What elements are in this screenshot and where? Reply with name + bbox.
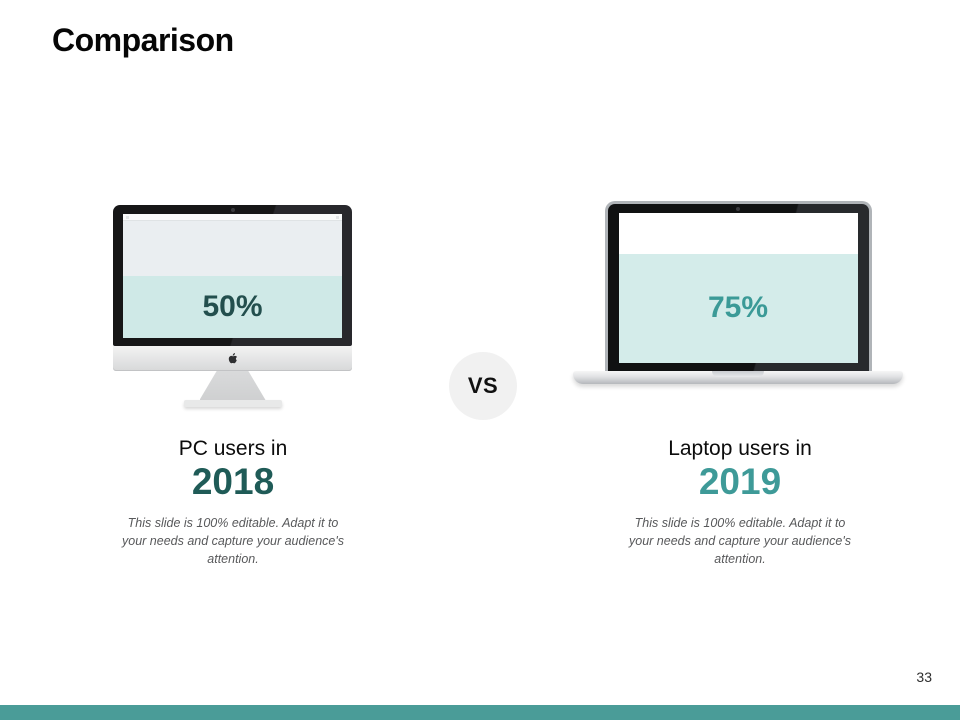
slide-title: Comparison — [52, 22, 234, 58]
page-number: 33 — [916, 669, 932, 685]
laptop-percent-label: 75% — [707, 291, 769, 325]
footer-accent-bar — [0, 705, 960, 720]
laptop-screen: 75% — [618, 213, 858, 363]
pc-usage-fill: 50% — [123, 276, 342, 338]
laptop-caption-year: 2019 — [698, 461, 782, 502]
monitor-stand-base — [183, 400, 282, 407]
monitor-chin — [113, 346, 352, 371]
camera-dot-icon — [736, 207, 740, 211]
pc-caption-year: 2018 — [191, 461, 275, 502]
apple-logo-icon — [228, 353, 237, 364]
monitor-screen-body: 50% — [123, 221, 342, 338]
laptop-caption-block: Laptop users in 2019 This slide is 100% … — [610, 437, 870, 568]
monitor-bezel: 50% — [113, 205, 352, 346]
vs-badge: VS — [449, 352, 517, 420]
laptop-caption-title: Laptop users in — [668, 437, 812, 460]
pc-caption-title: PC users in — [178, 437, 288, 460]
laptop-bezel: 75% — [604, 201, 872, 371]
laptop-illustration: 75% — [573, 201, 903, 384]
laptop-notch — [712, 371, 764, 377]
camera-dot-icon — [230, 208, 235, 212]
monitor-screen: 50% — [123, 214, 342, 338]
laptop-usage-fill: 75% — [618, 253, 858, 363]
pc-caption-block: PC users in 2018 This slide is 100% edit… — [103, 437, 363, 568]
monitor-stand-neck — [199, 371, 266, 400]
pc-percent-label: 50% — [202, 290, 263, 323]
laptop-base — [573, 371, 903, 384]
vs-label: VS — [467, 373, 499, 398]
browser-toolbar — [123, 214, 342, 221]
pc-caption-description: This slide is 100% editable. Adapt it to… — [122, 515, 344, 566]
desktop-monitor-illustration: 50% — [113, 205, 352, 407]
laptop-caption-description: This slide is 100% editable. Adapt it to… — [629, 515, 851, 566]
